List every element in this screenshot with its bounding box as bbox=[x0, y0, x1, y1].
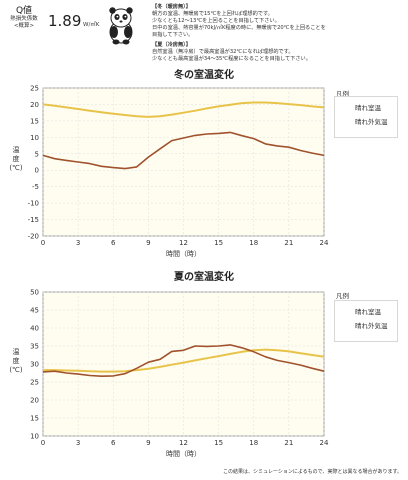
notes: 【冬（暖房無）】 朝方の室温、無暖房で15℃を上回れば理想的です。 少なくとも1… bbox=[152, 4, 402, 63]
indoor-temp-line bbox=[42, 344, 325, 377]
summer-legend-title: 凡例 bbox=[336, 292, 349, 300]
winter-legend: 晴れ室温 晴れ外気温 bbox=[334, 96, 398, 138]
x-tick-label: 18 bbox=[249, 439, 258, 447]
y-tick-label: 0 bbox=[35, 167, 39, 175]
x-tick-label: 12 bbox=[179, 239, 188, 247]
q-value-box: Q値 熱損失係数 <概算> bbox=[4, 6, 44, 30]
summer-chart-title: 夏の室温変化 bbox=[174, 272, 234, 283]
q-unit: W/㎡K bbox=[83, 22, 100, 28]
summer-legend-indoor: 晴れ室温 bbox=[355, 308, 381, 316]
notes-summer-line: 少なくとも最高室温が34～35℃程度になることを目指して下さい。 bbox=[152, 56, 311, 62]
y-tick-label: -5 bbox=[32, 183, 39, 191]
winter-chart: -20 -15 -10 -5 0 5 10 15 20 25 0 3 6 9 12 15 18 21 24 時間（時）… bbox=[9, 85, 329, 259]
header: Q値 熱損失係数 <概算> 1.89 W/㎡K 【冬（暖房無）】 朝方の室温、無… bbox=[0, 0, 408, 62]
y-axis-label: (℃) bbox=[9, 366, 23, 374]
x-tick-label: 0 bbox=[41, 239, 45, 247]
y-tick-label: 20 bbox=[30, 397, 39, 405]
y-tick-label: 15 bbox=[30, 117, 39, 125]
q-approx-label: <概算> bbox=[13, 23, 35, 29]
notes-summer-line: 自然室温（無冷房）で最高室温が32℃になれば理想的です。 bbox=[152, 49, 294, 55]
indoor-temp-line bbox=[42, 131, 325, 170]
y-axis-label: 温 bbox=[13, 347, 20, 356]
x-tick-label: 0 bbox=[41, 439, 45, 447]
q-value: 1.89 bbox=[48, 12, 82, 30]
y-tick-label: 25 bbox=[30, 85, 39, 93]
y-tick-label: 40 bbox=[30, 325, 39, 333]
winter-legend-title: 凡例 bbox=[336, 90, 349, 98]
x-tick-label: 3 bbox=[76, 239, 80, 247]
y-tick-label: -20 bbox=[28, 233, 39, 241]
winter-legend-indoor: 晴れ室温 bbox=[355, 104, 381, 112]
y-tick-label: 10 bbox=[30, 134, 39, 142]
notes-winter-line: 日中の室温、熱容量が70kJ/㎡K程度の時に、無暖房で20℃を上回ることを bbox=[152, 25, 326, 31]
y-tick-label: 45 bbox=[30, 307, 39, 315]
outdoor-temp-line bbox=[42, 101, 325, 118]
y-axis-label: 度 bbox=[13, 356, 20, 365]
y-tick-label: 25 bbox=[30, 379, 39, 387]
y-tick-label: 20 bbox=[30, 101, 39, 109]
y-tick-label: 15 bbox=[30, 415, 39, 423]
x-tick-label: 9 bbox=[146, 239, 150, 247]
y-tick-label: 5 bbox=[35, 150, 39, 158]
y-axis-label: 度 bbox=[13, 154, 20, 163]
winter-legend-outdoor: 晴れ外気温 bbox=[355, 118, 388, 126]
outdoor-temp-line bbox=[43, 348, 325, 373]
summer-chart: 10 15 20 25 30 35 40 45 50 0 3 6 9 12 15 18 21 24 時間（時） 温度(… bbox=[9, 289, 329, 459]
x-axis-label: 時間（時） bbox=[166, 450, 201, 458]
notes-winter-line: 朝方の室温、無暖房で15℃を上回れば理想的です。 bbox=[152, 11, 273, 17]
x-tick-label: 9 bbox=[146, 439, 150, 447]
summer-legend-outdoor: 晴れ外気温 bbox=[355, 322, 388, 330]
y-tick-label: 10 bbox=[30, 433, 39, 441]
x-tick-label: 21 bbox=[284, 239, 293, 247]
x-axis-label: 時間（時） bbox=[166, 250, 201, 258]
x-tick-label: 3 bbox=[76, 439, 80, 447]
notes-summer-heading: 【夏（冷房無）】 bbox=[152, 42, 191, 48]
y-tick-label: 35 bbox=[30, 343, 39, 351]
footer-note: この結果は、シミュレーションによるもので、実際とは異なる場合があります。 bbox=[223, 469, 402, 475]
notes-winter-line: 少なくとも12～13℃を上回ることを目指して下さい。 bbox=[152, 18, 280, 24]
y-axis-label: 温 bbox=[13, 145, 20, 154]
y-tick-label: 50 bbox=[30, 289, 39, 297]
x-tick-label: 15 bbox=[214, 239, 223, 247]
x-tick-label: 12 bbox=[179, 439, 188, 447]
x-tick-label: 21 bbox=[284, 439, 293, 447]
x-tick-label: 6 bbox=[111, 439, 116, 447]
x-tick-label: 24 bbox=[320, 439, 329, 447]
x-tick-label: 24 bbox=[320, 239, 329, 247]
q-label: Q値 bbox=[15, 6, 33, 16]
winter-chart-title: 冬の室温変化 bbox=[174, 70, 234, 81]
x-tick-label: 18 bbox=[249, 239, 258, 247]
q-sub-label: 熱損失係数 bbox=[10, 16, 38, 22]
y-tick-label: -15 bbox=[28, 216, 39, 224]
notes-winter-heading: 【冬（暖房無）】 bbox=[152, 4, 191, 10]
x-tick-label: 6 bbox=[111, 239, 116, 247]
panda-mascot-icon bbox=[109, 7, 133, 45]
x-tick-label: 15 bbox=[214, 439, 223, 447]
summer-legend: 晴れ室温 晴れ外気温 bbox=[334, 300, 398, 342]
y-axis-label: (℃) bbox=[9, 164, 23, 172]
y-tick-label: -10 bbox=[28, 200, 39, 208]
y-tick-label: 30 bbox=[30, 361, 39, 369]
notes-winter-line: 目指して下さい。 bbox=[152, 32, 194, 38]
